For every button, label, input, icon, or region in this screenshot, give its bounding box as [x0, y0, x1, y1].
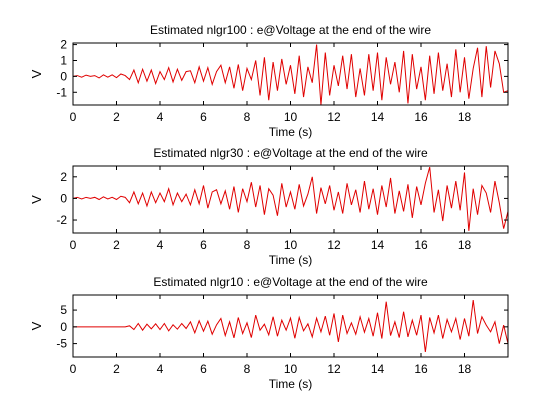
x-tick-label: 2	[113, 362, 120, 376]
y-tick-label: 5	[60, 303, 67, 317]
x-tick-label: 14	[371, 362, 385, 376]
y-tick-label: -2	[56, 213, 67, 227]
x-tick-label: 6	[200, 238, 207, 252]
subplot-3: Estimated nlgr10 : e@Voltage at the end …	[29, 275, 509, 391]
x-tick-label: 14	[371, 238, 385, 252]
y-tick-label: 0	[60, 69, 67, 83]
x-tick-label: 4	[157, 362, 164, 376]
y-axis-label: V	[29, 321, 44, 330]
series-line	[73, 299, 508, 353]
x-axis-label: Time (s)	[269, 377, 313, 391]
y-tick-label: 2	[60, 38, 67, 52]
x-axis-label: Time (s)	[269, 125, 313, 139]
x-tick-label: 18	[458, 238, 472, 252]
subplot-2: Estimated nlgr30 : e@Voltage at the end …	[29, 146, 509, 267]
y-tick-label: 0	[60, 320, 67, 334]
x-tick-label: 10	[284, 238, 298, 252]
series-line	[73, 44, 508, 105]
y-tick-label: 0	[60, 191, 67, 205]
axes-box	[72, 42, 509, 106]
x-tick-label: 2	[113, 110, 120, 124]
x-tick-label: 18	[458, 110, 472, 124]
x-tick-label: 8	[244, 110, 251, 124]
x-tick-label: 12	[327, 238, 341, 252]
subplot-1: Estimated nlgr100 : e@Voltage at the end…	[29, 23, 509, 139]
x-tick-label: 16	[414, 362, 428, 376]
y-tick-label: -5	[56, 337, 67, 351]
x-tick-label: 8	[244, 362, 251, 376]
y-axis-label: V	[29, 69, 44, 78]
x-tick-label: 10	[284, 362, 298, 376]
x-tick-label: 0	[70, 110, 77, 124]
series-line	[73, 166, 508, 231]
y-tick-label: 1	[60, 53, 67, 67]
x-tick-label: 12	[327, 110, 341, 124]
x-tick-label: 16	[414, 238, 428, 252]
x-axis-label: Time (s)	[269, 253, 313, 267]
x-tick-label: 8	[244, 238, 251, 252]
subplot-title: Estimated nlgr10 : e@Voltage at the end …	[153, 275, 428, 289]
y-tick-label: -1	[56, 85, 67, 99]
x-tick-label: 0	[70, 362, 77, 376]
axes-box	[72, 294, 509, 358]
subplot-title: Estimated nlgr30 : e@Voltage at the end …	[153, 146, 428, 160]
x-tick-label: 6	[200, 110, 207, 124]
subplot-title: Estimated nlgr100 : e@Voltage at the end…	[150, 23, 431, 37]
x-tick-label: 4	[157, 110, 164, 124]
x-tick-label: 10	[284, 110, 298, 124]
x-tick-label: 4	[157, 238, 164, 252]
x-tick-label: 18	[458, 362, 472, 376]
axes-box	[72, 165, 509, 234]
x-tick-label: 0	[70, 238, 77, 252]
y-tick-label: 2	[60, 170, 67, 184]
x-tick-label: 16	[414, 110, 428, 124]
x-tick-label: 6	[200, 362, 207, 376]
x-tick-label: 12	[327, 362, 341, 376]
x-tick-label: 2	[113, 238, 120, 252]
x-tick-label: 14	[371, 110, 385, 124]
y-axis-label: V	[29, 195, 44, 204]
